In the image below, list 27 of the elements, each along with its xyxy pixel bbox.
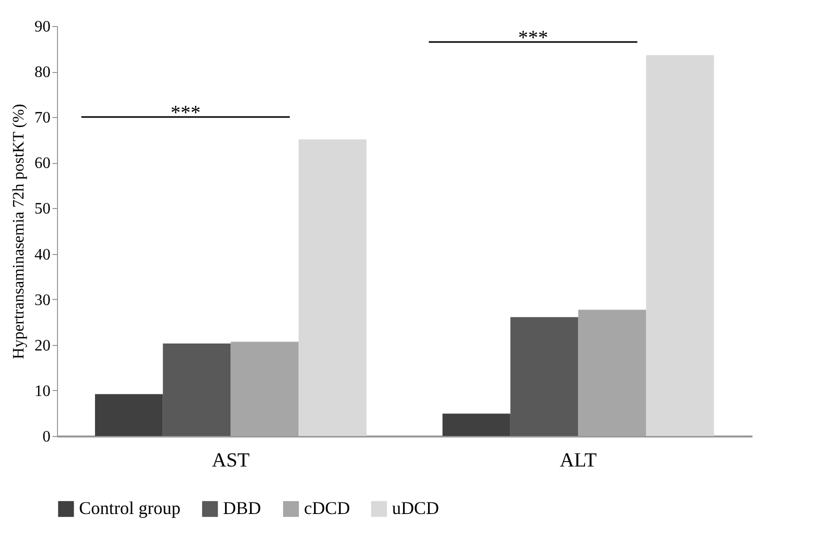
bar <box>162 344 231 436</box>
annotation: *** <box>170 102 201 124</box>
bar <box>442 414 510 436</box>
y-tick-label: 80 <box>34 64 50 82</box>
bar <box>298 139 366 436</box>
bar <box>646 55 714 436</box>
y-tick-label: 90 <box>34 18 50 36</box>
annotation: *** <box>518 27 548 49</box>
x-tick-label: ALT <box>560 450 597 472</box>
legend-label: cDCD <box>304 498 350 518</box>
y-tick-label: 0 <box>42 428 50 446</box>
legend-label: uDCD <box>392 498 440 518</box>
x-tick-label: AST <box>212 450 250 472</box>
y-tick-label: 70 <box>34 110 50 127</box>
y-tick-label: 20 <box>34 337 50 354</box>
y-tick-label: 60 <box>34 155 50 172</box>
y-tick-label: 40 <box>34 246 50 264</box>
bar <box>95 394 163 436</box>
bar <box>510 317 578 436</box>
legend-label: Control group <box>79 498 180 518</box>
legend-label: DBD <box>223 498 262 518</box>
y-tick-label: 30 <box>34 292 50 309</box>
y-axis-title: Hypertransaminasemia 72h postKT (%) <box>10 104 28 360</box>
bar <box>230 342 299 436</box>
y-tick-label: 50 <box>34 200 50 218</box>
y-tick-label: 10 <box>34 382 50 400</box>
bar <box>578 310 646 436</box>
